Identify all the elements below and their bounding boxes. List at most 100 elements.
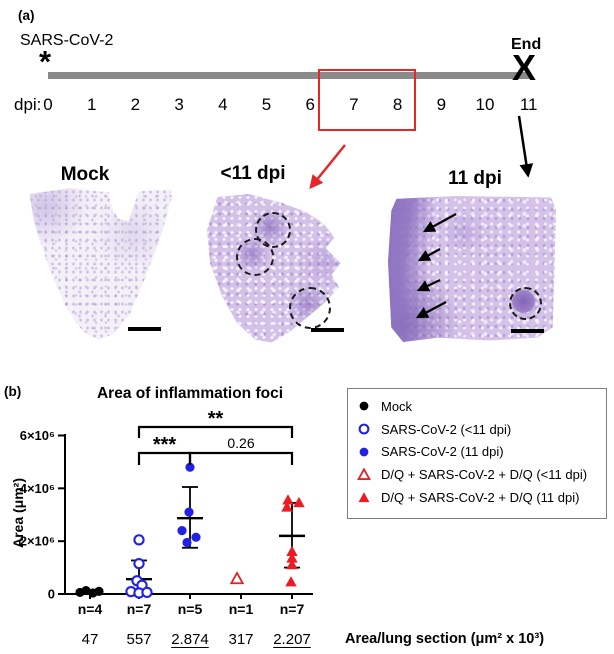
legend-item: SARS-CoV-2 (11 dpi) (348, 441, 606, 464)
panel-b-label: (b) (4, 384, 22, 399)
data-point (358, 491, 370, 502)
data-point (191, 532, 201, 542)
data-point (286, 558, 298, 570)
data-point (94, 586, 104, 596)
histology-image-11dpi (388, 196, 556, 342)
dpi-tick-8: 8 (392, 95, 403, 114)
group-n-label: n=7 (127, 601, 152, 617)
dpi-tick-11: 11 (519, 95, 538, 114)
area-per-section-value: 47 (81, 631, 99, 648)
triangle-filled-marker-icon (358, 491, 370, 502)
y-tick-label: 6×10⁶ (20, 428, 55, 443)
y-axis-label: Area (μm²) (10, 477, 26, 549)
area-per-section-label: Area/lung section (μm² x 10³) (345, 631, 545, 647)
end-arrow (517, 115, 534, 178)
data-point (358, 423, 370, 435)
dpi-tick-9: 9 (436, 95, 447, 114)
dpi-tick-3: 3 (174, 95, 184, 114)
inflammation-focus-circle (236, 238, 274, 276)
dpi-tick-2: 2 (130, 95, 141, 114)
legend-label: D/Q + SARS-CoV-2 + D/Q (11 dpi) (381, 490, 580, 506)
legend-label: SARS-CoV-2 (<11 dpi) (381, 421, 512, 437)
data-point (285, 576, 297, 587)
significance-label: ** (208, 408, 224, 430)
legend-label: Mock (381, 398, 413, 414)
dpi-tick-5: 5 (261, 95, 272, 114)
data-point (141, 586, 153, 599)
legend-item: D/Q + SARS-CoV-2 + D/Q (11 dpi) (348, 486, 606, 509)
inflammation-focus-circle (255, 212, 291, 248)
group-n-label: n=1 (229, 601, 254, 617)
data-point (125, 585, 137, 598)
area-per-section-value: 557 (126, 631, 152, 648)
panel-a-label: (a) (18, 8, 35, 23)
data-point (133, 587, 145, 599)
legend-item: D/Q + SARS-CoV-2 + D/Q (<11 dpi) (348, 463, 606, 486)
end-x-marker: X (512, 47, 537, 88)
data-point (182, 537, 192, 548)
significance-bracket (137, 451, 192, 465)
dpi-tick-0: 0 (43, 95, 53, 114)
area-per-section-value: 317 (228, 631, 254, 648)
data-point (133, 534, 145, 546)
dpi-axis-prefix: dpi: (14, 95, 42, 114)
group-n-label: n=4 (78, 601, 103, 617)
histology-title-11dpi: 11 dpi (448, 168, 502, 189)
dpi-tick-1: 1 (86, 95, 97, 114)
data-point (185, 462, 195, 472)
timeline-bar (48, 72, 530, 79)
scale-bar (311, 328, 344, 332)
significance-label: 0.26 (227, 435, 254, 451)
inflammation-focus-circle (289, 287, 331, 329)
legend-label: SARS-CoV-2 (11 dpi) (381, 444, 504, 460)
legend-item: Mock (348, 395, 606, 418)
area-per-section-value: 2.874 (171, 631, 209, 648)
data-point (88, 588, 98, 598)
legend-item: SARS-CoV-2 (<11 dpi) (348, 418, 606, 441)
significance-bracket (137, 425, 294, 438)
legend-box: Mock SARS-CoV-2 (<11 dpi) SARS-CoV-2 (11 d… (347, 388, 607, 519)
highlight-arrow (309, 144, 346, 190)
inflammation-focus-circle (509, 287, 542, 320)
group-n-label: n=7 (280, 601, 305, 617)
end-label: End (511, 36, 542, 53)
chart-axes (64, 434, 313, 595)
legend-rows: Mock SARS-CoV-2 (<11 dpi) SARS-CoV-2 (11 d… (348, 395, 606, 509)
scale-bar (128, 327, 161, 331)
data-point (177, 526, 187, 536)
histology-title-lt11dpi: <11 dpi (220, 163, 286, 184)
scale-bar (511, 329, 544, 333)
data-point (131, 575, 143, 587)
histology-image-mock (29, 188, 172, 340)
data-point (286, 545, 298, 557)
triangle-open-marker-icon (357, 467, 371, 480)
significance-label: *** (153, 434, 177, 456)
dpi-tick-10: 10 (475, 95, 495, 114)
circle-filled-marker-icon (359, 402, 369, 411)
data-point (282, 494, 294, 505)
circle-open-marker-icon (358, 423, 370, 435)
dpi-tick-7: 7 (349, 95, 359, 114)
dpi-tick-4: 4 (218, 95, 228, 114)
area-per-section-value: 2.207 (273, 631, 311, 648)
dpi-highlight-box (318, 69, 416, 131)
data-point (133, 557, 145, 570)
data-point (359, 447, 369, 457)
legend-label: D/Q + SARS-CoV-2 + D/Q (<11 dpi) (381, 467, 588, 483)
dpi-tick-6: 6 (305, 95, 315, 114)
data-point (357, 467, 371, 480)
y-tick-label: 0 (48, 587, 55, 602)
data-point (75, 587, 85, 598)
significance-bracket (188, 451, 294, 465)
data-point (359, 402, 369, 411)
data-point (229, 571, 245, 585)
data-point (293, 496, 305, 508)
data-point (281, 501, 293, 512)
circle-filled-marker-icon (359, 447, 369, 457)
chart-title: Area of inflammation foci (96, 385, 284, 402)
data-point (184, 507, 194, 517)
injection-asterisk: * (39, 44, 52, 79)
group-n-label: n=5 (178, 601, 203, 617)
